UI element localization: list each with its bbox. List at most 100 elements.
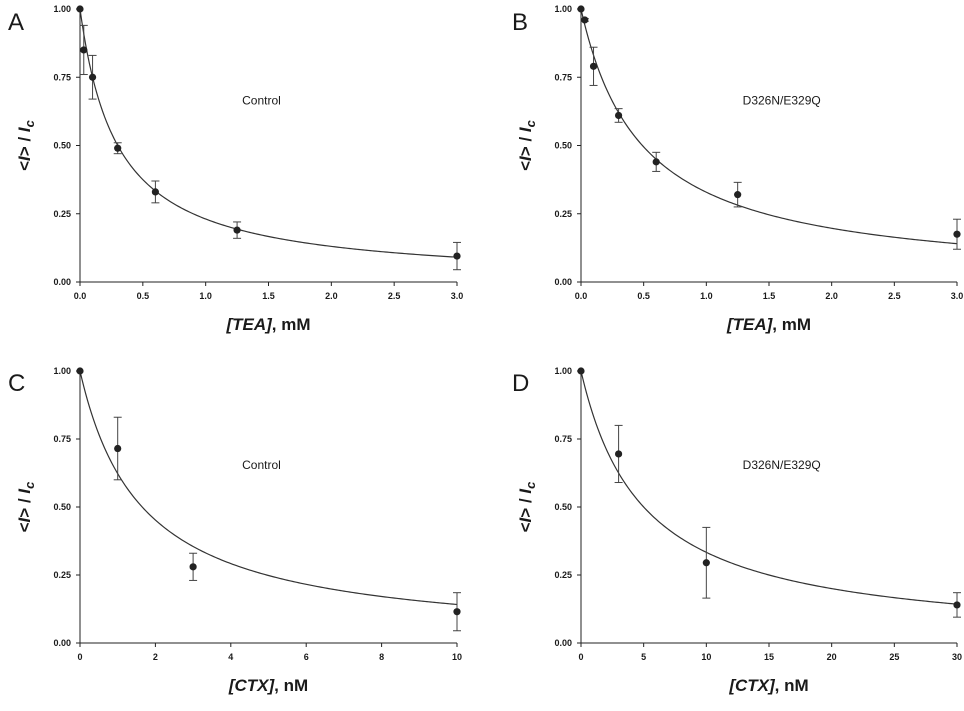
x-tick-label: 0.5 [137, 291, 150, 301]
fit-curve [580, 370, 958, 605]
y-tick-label: 0.00 [53, 277, 71, 287]
y-tick-label: 0.50 [53, 502, 71, 512]
y-tick-label: 1.00 [554, 4, 572, 14]
x-tick-label: 3.0 [451, 291, 464, 301]
y-tick-label: 0.75 [554, 72, 572, 82]
data-point [734, 191, 742, 199]
panel-annotation: D326N/E329Q [743, 458, 821, 472]
x-tick-label: 3.0 [951, 291, 964, 301]
x-tick-label: 0.0 [74, 291, 87, 301]
x-tick-label: 10 [701, 652, 711, 662]
y-tick-label: 1.00 [554, 366, 572, 376]
x-tick-label: 2.5 [888, 291, 901, 301]
y-tick-label: 0.00 [53, 638, 71, 648]
x-tick-label: 5 [641, 652, 646, 662]
x-axis-label: [CTX], nM [228, 676, 308, 695]
x-axis-label: [TEA], mM [225, 315, 310, 334]
data-point [88, 73, 97, 81]
x-tick-label: 1.0 [199, 291, 212, 301]
panel-label: D [512, 370, 529, 397]
panel-b: 0.0 0.5 1.0 1.5 2.0 2.5 3.0 0.00 0.25 0.50 0.75 1.0… [512, 4, 963, 334]
fit-curve [580, 8, 958, 245]
y-axis-label: <I> / Ic [516, 119, 538, 171]
data-point [80, 46, 88, 54]
panel-label: B [512, 9, 528, 36]
x-tick-label: 2 [153, 652, 158, 662]
data-point [114, 144, 122, 152]
x-axis-variable: [CTX] [228, 676, 276, 695]
data-point [114, 444, 122, 453]
x-tick-label: 1.5 [763, 291, 776, 301]
data-point [615, 111, 623, 120]
y-tick-label: 0.50 [53, 141, 71, 151]
data-point [453, 608, 461, 616]
x-axis-units: , mM [272, 315, 311, 334]
y-tick-label: 0.25 [554, 570, 572, 580]
y-axis-label: <I> / Ic [15, 119, 37, 171]
y-tick-label: 0.50 [554, 141, 572, 151]
x-tick-label: 2.5 [388, 291, 401, 301]
panel-d: 0 5 10 15 20 25 30 0.00 0.25 0.50 0.75 1.00 D326N/E3… [512, 366, 962, 695]
x-tick-label: 4 [228, 652, 233, 662]
y-tick-label: 0.00 [554, 638, 572, 648]
x-tick-label: 0 [77, 652, 82, 662]
x-axis-units: , nM [274, 676, 308, 695]
y-tick-label: 0.25 [554, 209, 572, 219]
x-tick-label: 25 [889, 652, 899, 662]
panel-annotation: Control [242, 458, 281, 472]
x-axis-variable: [TEA] [225, 315, 273, 334]
y-axis-label: <I> / Ic [15, 481, 37, 533]
data-point [577, 5, 585, 13]
y-tick-label: 0.25 [53, 570, 71, 580]
data-point [233, 226, 241, 234]
panel-annotation: D326N/E329Q [743, 94, 821, 108]
x-tick-label: 10 [452, 652, 462, 662]
x-tick-label: 1.5 [262, 291, 275, 301]
x-tick-label: 2.0 [825, 291, 838, 301]
y-tick-label: 0.50 [554, 502, 572, 512]
x-tick-label: 8 [379, 652, 384, 662]
data-point [76, 5, 84, 13]
panel-annotation: Control [242, 94, 281, 108]
y-tick-label: 1.00 [53, 4, 71, 14]
fit-curve [79, 8, 458, 258]
x-tick-label: 1.0 [700, 291, 713, 301]
data-point [151, 188, 159, 196]
x-tick-label: 20 [827, 652, 837, 662]
panel-a: 0.0 0.5 1.0 1.5 2.0 2.5 3.0 0.00 0.25 0.50 0.75 1.0… [8, 4, 463, 334]
panel-label: A [8, 9, 24, 36]
x-axis-units: , mM [772, 315, 811, 334]
x-axis-label: [CTX], nM [728, 676, 808, 695]
panel-label: C [8, 370, 25, 397]
x-tick-label: 0 [578, 652, 583, 662]
y-tick-label: 0.75 [554, 434, 572, 444]
x-axis-label: [TEA], mM [726, 315, 811, 334]
data-point [652, 158, 660, 166]
fit-curve [79, 370, 458, 606]
x-axis-units: , nM [775, 676, 809, 695]
data-point [615, 450, 623, 458]
data-point [953, 230, 961, 238]
data-point [581, 16, 589, 24]
data-point [589, 62, 598, 70]
panel-c: 0 2 4 6 8 10 0.00 0.25 0.50 0.75 1.00 Control C [CTX]… [8, 366, 462, 695]
data-point [577, 367, 585, 375]
x-tick-label: 0.5 [637, 291, 650, 301]
data-point [76, 367, 84, 375]
y-tick-label: 0.00 [554, 277, 572, 287]
y-tick-label: 0.75 [53, 72, 71, 82]
y-tick-label: 0.25 [53, 209, 71, 219]
x-tick-label: 2.0 [325, 291, 338, 301]
data-point [702, 559, 710, 567]
data-point [189, 563, 197, 571]
y-tick-label: 0.75 [53, 434, 71, 444]
data-point [953, 601, 961, 609]
x-tick-label: 15 [764, 652, 774, 662]
y-tick-label: 1.00 [53, 366, 71, 376]
x-tick-label: 0.0 [575, 291, 588, 301]
data-point [453, 252, 461, 260]
x-axis-variable: [TEA] [726, 315, 774, 334]
x-tick-label: 30 [952, 652, 962, 662]
